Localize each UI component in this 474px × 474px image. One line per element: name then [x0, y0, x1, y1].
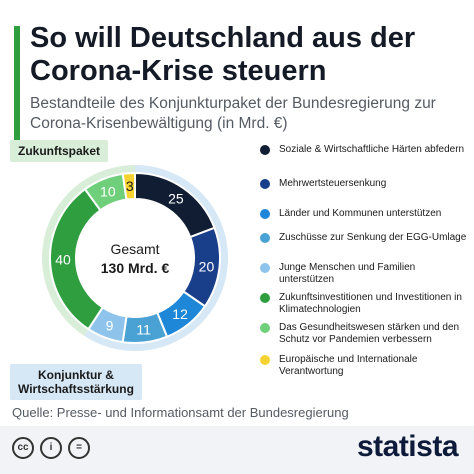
legend-item-7: Europäische und Internationale Verantwor…	[260, 354, 470, 378]
legend-item-1: Mehrwertsteuersenkung	[260, 178, 470, 190]
tag-konjunktur-line2: Wirtschaftsstärkung	[18, 382, 134, 396]
slice-value-label-1: 20	[199, 259, 215, 275]
legend-label: Junge Menschen und Familien unterstützen	[279, 262, 416, 285]
center-label-total: Gesamt	[110, 241, 159, 257]
slice-value-label-7: 3	[126, 178, 134, 194]
legend-label: Zuschüsse zur Senkung der EGG-Umlage	[279, 232, 467, 243]
slice-value-label-2: 12	[172, 306, 188, 322]
legend-item-4: Junge Menschen und Familien unterstützen	[260, 262, 470, 286]
legend-swatch	[260, 293, 270, 303]
source-note: Quelle: Presse- und Informationsamt der …	[12, 405, 349, 420]
center-label-value: 130 Mrd. €	[101, 260, 170, 276]
legend-swatch	[260, 263, 270, 273]
legend-swatch	[260, 323, 270, 333]
legend-label: Mehrwertsteuersenkung	[279, 178, 387, 189]
legend-item-5: Zukunftsinvestitionen und Investitionen …	[260, 292, 470, 316]
legend-label: Länder und Kommunen unterstützen	[279, 208, 442, 219]
tag-zukunftspaket: Zukunftspaket	[10, 140, 109, 162]
donut-slice-7	[121, 171, 136, 201]
tag-konjunktur-line1: Konjunktur &	[37, 368, 114, 382]
chart-subtitle: Bestandteile des Konjunkturpaket der Bun…	[30, 95, 436, 132]
legend-swatch	[260, 145, 270, 155]
legend-swatch	[260, 209, 270, 219]
legend-swatch	[260, 179, 270, 189]
legend-label: Zukunftsinvestitionen und Investitionen …	[279, 292, 462, 315]
statista-logo[interactable]: statista	[356, 430, 459, 463]
slice-value-label-6: 10	[100, 183, 116, 199]
legend-item-0: Soziale & Wirtschaftliche Härten abfeder…	[260, 144, 470, 156]
nd-icon[interactable]: =	[68, 437, 90, 459]
slice-value-label-5: 40	[55, 252, 71, 268]
chart-title: So will Deutschland aus der Corona-Krise…	[30, 22, 416, 87]
legend-swatch	[260, 355, 270, 365]
legend-item-6: Das Gesundheitswesen stärken und den Sch…	[260, 322, 470, 346]
slice-value-label-0: 25	[168, 191, 184, 207]
legend-item-2: Länder und Kommunen unterstützen	[260, 208, 470, 220]
tag-konjunktur: Konjunktur & Wirtschaftsstärkung	[10, 364, 142, 400]
by-icon[interactable]: i	[40, 437, 62, 459]
slice-value-label-4: 9	[106, 317, 114, 333]
footer: cc i = statista	[0, 426, 474, 474]
legend-swatch	[260, 233, 270, 243]
legend-label: Soziale & Wirtschaftliche Härten abfeder…	[279, 144, 465, 155]
legend-label: Europäische und Internationale Verantwor…	[279, 354, 418, 377]
legend-item-3: Zuschüsse zur Senkung der EGG-Umlage	[260, 232, 470, 244]
legend-label: Das Gesundheitswesen stärken und den Sch…	[279, 322, 460, 345]
title-accent-bar	[14, 26, 20, 150]
cc-icon[interactable]: cc	[12, 437, 34, 459]
slice-value-label-3: 11	[136, 321, 151, 337]
